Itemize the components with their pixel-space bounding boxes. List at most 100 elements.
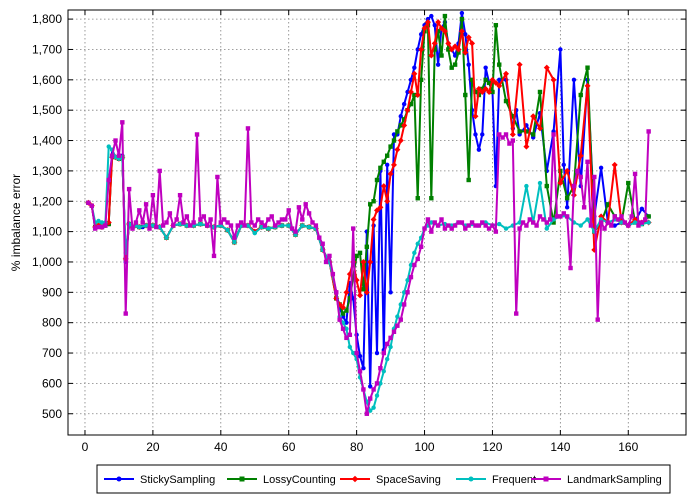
y-tick-label: 1,600 — [32, 73, 62, 87]
legend-item-space-saving: SpaceSaving — [340, 474, 441, 486]
data-point-landmark-sampling — [150, 192, 156, 198]
data-point-space-saving — [384, 198, 391, 205]
data-point-frequent — [578, 223, 583, 228]
data-point-landmark-sampling — [286, 208, 291, 213]
data-point-frequent — [503, 226, 509, 231]
data-point-space-saving — [421, 25, 428, 32]
data-point-landmark-sampling — [252, 223, 257, 228]
data-point-landmark-sampling — [497, 132, 502, 137]
data-point-landmark-sampling — [300, 217, 305, 222]
data-point-landmark-sampling — [507, 141, 512, 146]
data-point-landmark-sampling — [137, 208, 142, 213]
data-point-landmark-sampling — [164, 220, 169, 225]
legend-box — [96, 464, 671, 494]
data-point-space-saving — [428, 52, 435, 59]
data-point-landmark-sampling — [344, 335, 349, 341]
data-point-space-saving — [465, 34, 472, 41]
data-point-lossy-counting — [364, 244, 370, 249]
data-point-space-saving — [435, 19, 442, 26]
data-point-frequent — [646, 220, 651, 225]
data-point-landmark-sampling — [123, 311, 128, 316]
y-tick-label: 1,800 — [32, 12, 62, 26]
data-point-landmark-sampling — [120, 120, 125, 125]
series-line-landmark-sampling — [87, 121, 650, 415]
data-point-frequent — [537, 180, 543, 186]
data-point-landmark-sampling — [130, 226, 135, 231]
data-point-landmark-sampling — [238, 220, 244, 225]
data-point-sticky-sampling — [405, 89, 410, 95]
data-point-landmark-sampling — [524, 223, 529, 228]
data-point-landmark-sampling — [133, 220, 139, 225]
data-point-landmark-sampling — [269, 214, 274, 219]
data-point-sticky-sampling — [429, 13, 434, 19]
data-point-lossy-counting — [418, 77, 424, 83]
data-point-landmark-sampling — [605, 220, 611, 225]
data-point-landmark-sampling — [157, 168, 162, 174]
data-point-space-saving — [380, 183, 387, 190]
data-point-lossy-counting — [459, 16, 465, 22]
x-tick-label: 120 — [482, 440, 502, 454]
data-point-landmark-sampling — [303, 202, 308, 207]
data-point-lossy-counting — [463, 92, 468, 98]
data-point-frequent — [388, 344, 393, 350]
data-point-frequent — [381, 369, 386, 374]
data-point-frequent — [585, 217, 590, 222]
x-tick-label: 0 — [82, 440, 89, 454]
data-point-frequent — [137, 224, 142, 230]
y-axis: 500 600 700 800 900 1,000 1,100 1,200 1,300 1,400… — [32, 12, 686, 421]
data-point-landmark-sampling — [272, 223, 278, 228]
data-point-frequent — [371, 405, 376, 410]
data-point-landmark-sampling — [439, 217, 444, 222]
data-point-lossy-counting — [415, 196, 420, 201]
data-point-lossy-counting — [442, 13, 448, 19]
data-point-space-saving — [343, 289, 350, 296]
data-point-landmark-sampling — [283, 217, 288, 222]
data-point-landmark-sampling — [503, 132, 509, 137]
x-tick-label: 20 — [146, 440, 160, 454]
data-point-landmark-sampling — [232, 235, 237, 240]
legend-item-lossy-counting: LossyCounting — [227, 474, 336, 486]
data-point-landmark-sampling — [113, 138, 118, 143]
y-tick-label: 1,100 — [32, 225, 62, 239]
data-point-landmark-sampling — [177, 192, 183, 198]
data-point-landmark-sampling — [293, 229, 298, 234]
data-point-landmark-sampling — [364, 411, 370, 416]
data-point-landmark-sampling — [575, 168, 580, 174]
data-point-lossy-counting — [524, 129, 529, 134]
data-point-sticky-sampling — [466, 62, 471, 67]
data-point-landmark-sampling — [320, 241, 325, 246]
data-point-lossy-counting — [503, 98, 509, 104]
data-point-space-saving — [441, 28, 448, 35]
data-point-lossy-counting — [605, 202, 611, 207]
data-point-landmark-sampling — [330, 271, 336, 277]
data-point-lossy-counting — [351, 274, 356, 280]
data-point-lossy-counting — [408, 101, 414, 107]
data-point-landmark-sampling — [211, 253, 217, 259]
data-point-lossy-counting — [361, 287, 366, 292]
data-point-landmark-sampling — [514, 311, 519, 316]
data-point-sticky-sampling — [425, 16, 431, 22]
data-point-sticky-sampling — [344, 320, 349, 325]
data-point-landmark-sampling — [466, 223, 471, 228]
data-point-landmark-sampling — [262, 223, 268, 228]
data-point-landmark-sampling — [463, 226, 468, 231]
data-point-lossy-counting — [537, 89, 543, 95]
data-point-landmark-sampling — [310, 220, 315, 225]
data-point-lossy-counting — [378, 165, 383, 171]
data-point-sticky-sampling — [374, 350, 380, 356]
data-point-lossy-counting — [371, 199, 376, 204]
legend-swatch-marker — [468, 476, 474, 482]
data-point-space-saving — [489, 76, 496, 83]
data-point-frequent — [368, 408, 373, 413]
data-point-landmark-sampling — [388, 335, 393, 341]
data-point-space-saving — [492, 79, 499, 86]
data-point-landmark-sampling — [432, 220, 437, 225]
data-point-frequent — [401, 290, 407, 295]
data-point-landmark-sampling — [520, 220, 526, 225]
data-point-lossy-counting — [480, 86, 485, 92]
data-point-landmark-sampling — [459, 220, 465, 225]
data-point-landmark-sampling — [154, 224, 159, 230]
data-point-landmark-sampling — [235, 223, 240, 228]
data-point-landmark-sampling — [415, 256, 420, 262]
data-point-space-saving — [523, 143, 530, 150]
